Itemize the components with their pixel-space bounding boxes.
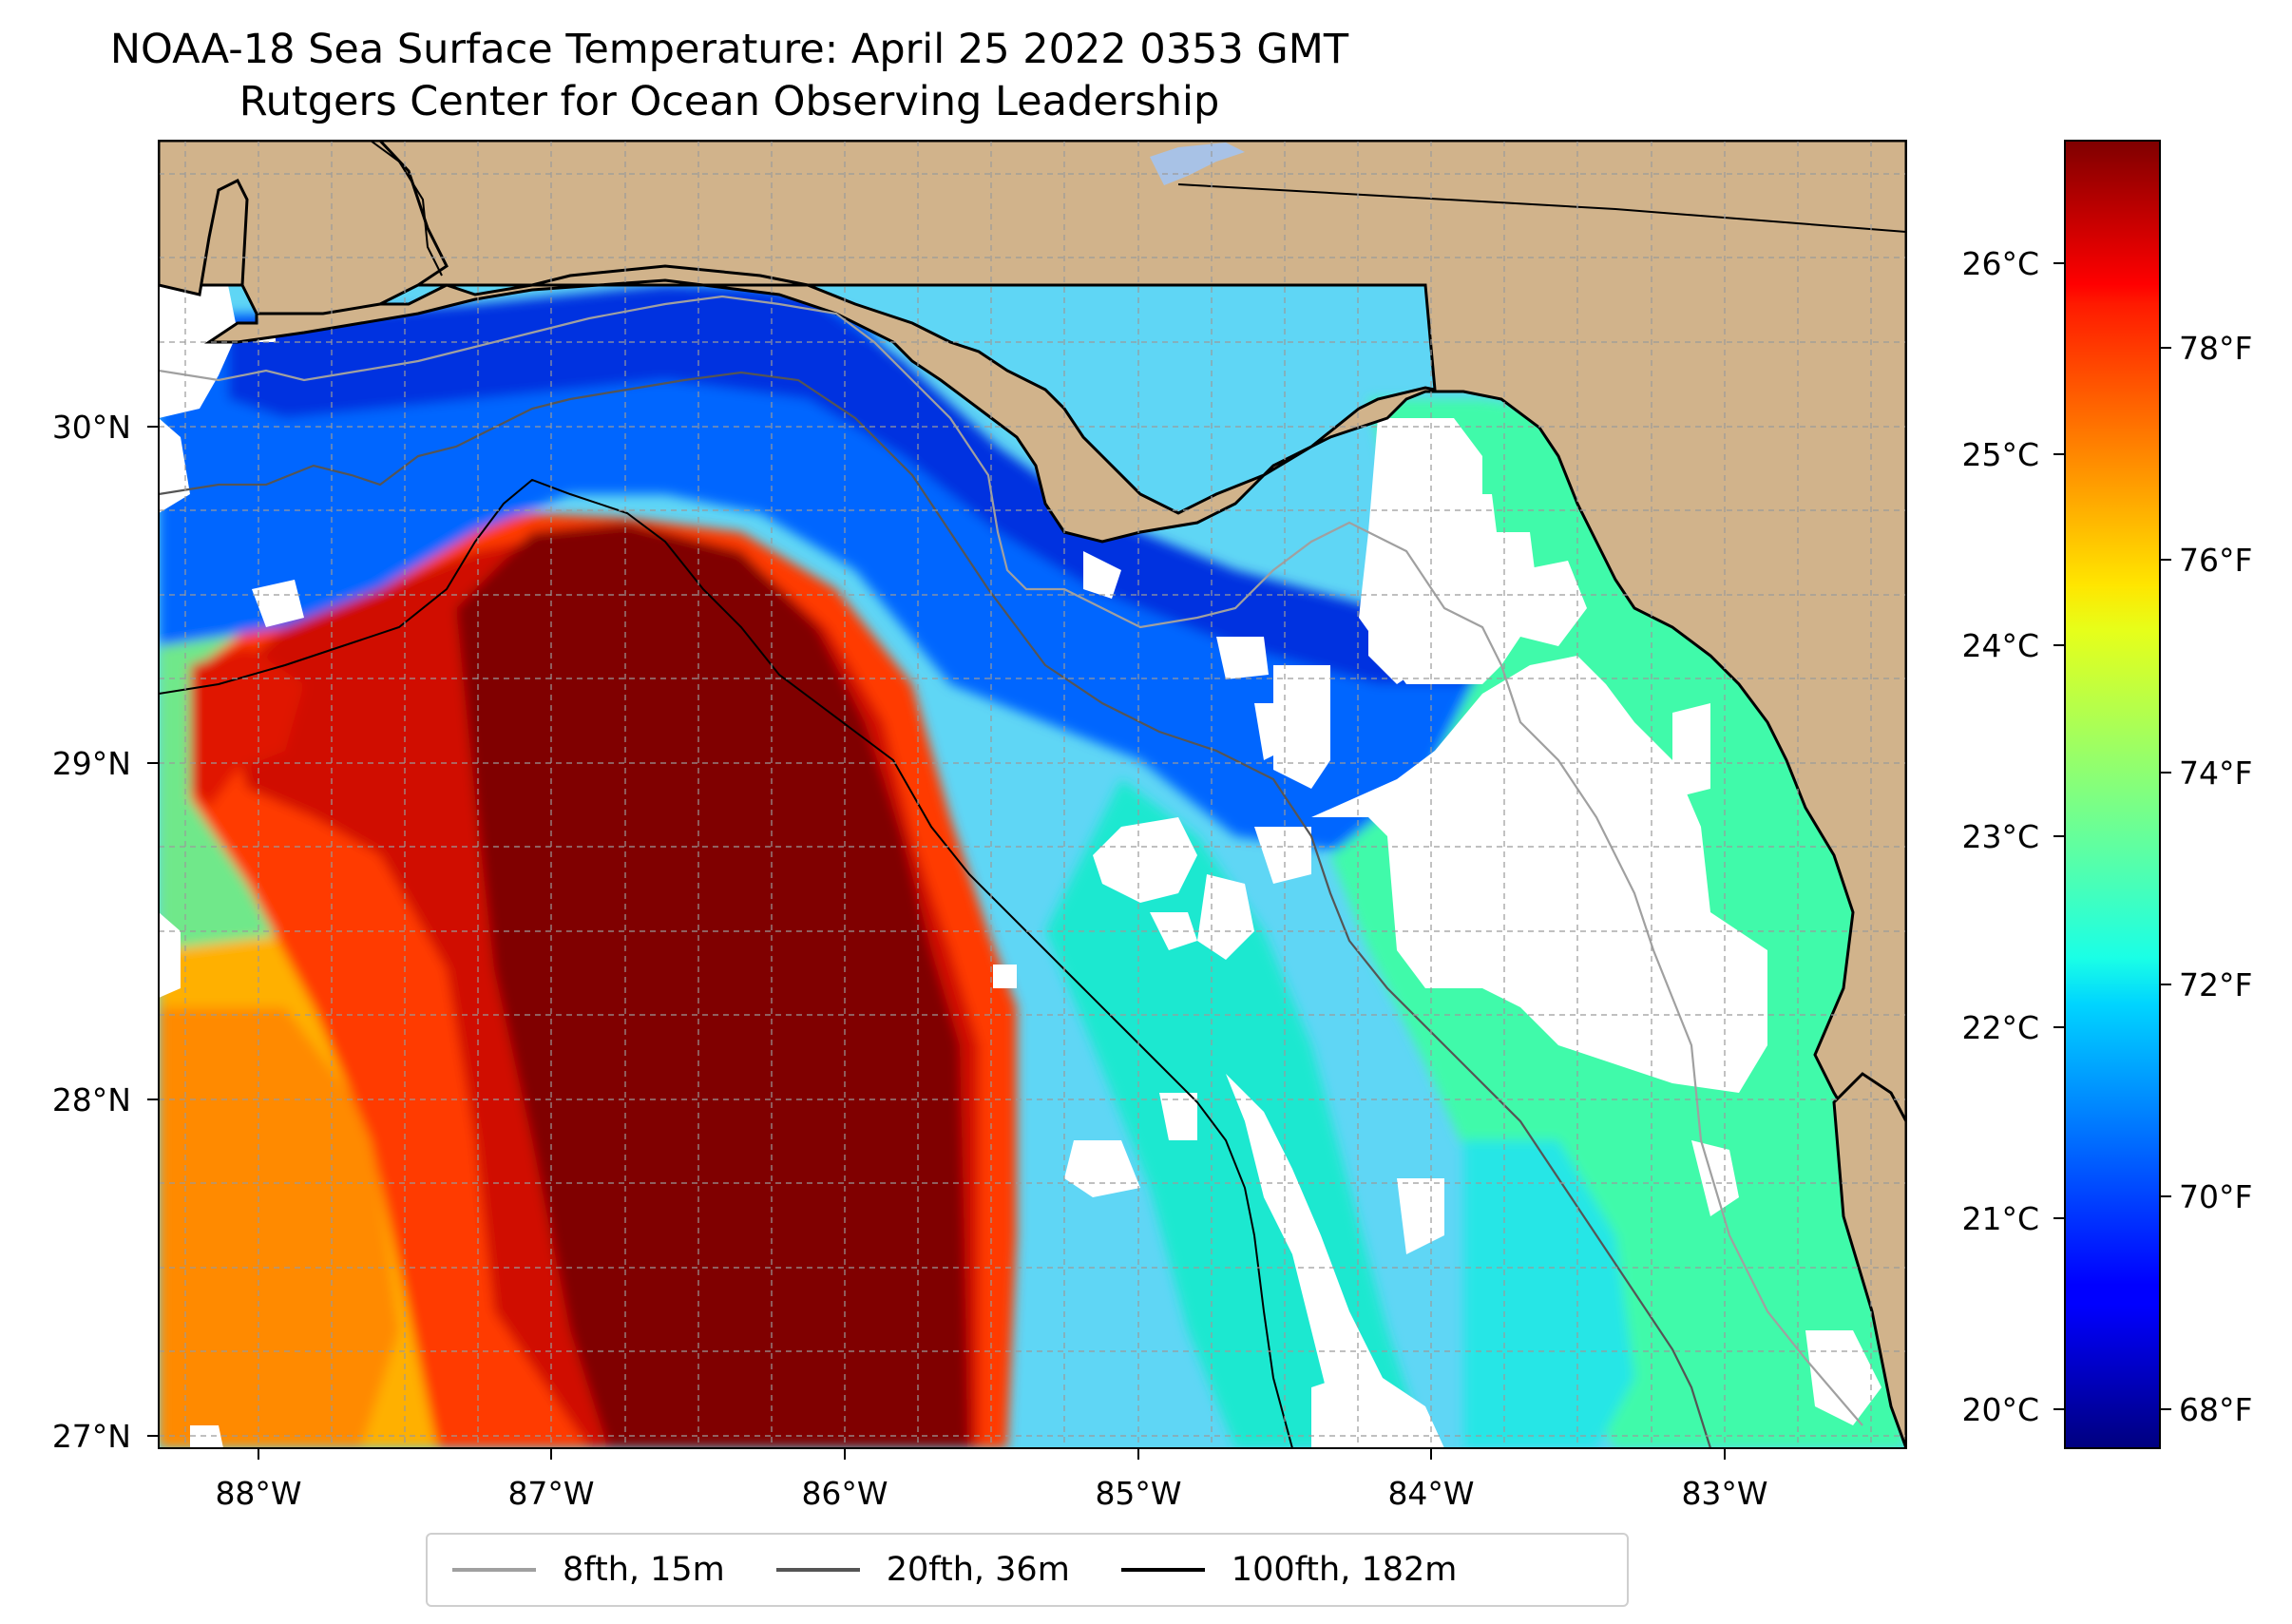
land-mississippi-alabama: [159, 141, 449, 315]
lon-tick-label: 88°W: [215, 1475, 301, 1512]
lon-tick-label: 86°W: [801, 1475, 888, 1512]
fahrenheit-tick-label: 70°F: [2179, 1178, 2252, 1215]
fahrenheit-tick-label: 78°F: [2179, 330, 2252, 367]
colorbar-ticks: [2053, 262, 2171, 1410]
celsius-tick-label: 21°C: [1961, 1200, 2039, 1237]
celsius-tick-label: 20°C: [1961, 1391, 2039, 1428]
legend-label: 100fth, 182m: [1231, 1551, 1458, 1589]
state-boundary: [370, 141, 443, 277]
fahrenheit-labels: 78°F 76°F 74°F 72°F 70°F 68°F: [2179, 330, 2252, 1428]
legend-item-8fth: 8fth, 15m: [428, 1551, 725, 1589]
fahrenheit-tick-label: 74°F: [2179, 755, 2252, 792]
celsius-labels: 26°C 25°C 24°C 23°C 22°C 21°C 20°C: [1961, 245, 2039, 1428]
florida-gulf-coast-peninsula: [1832, 1072, 1906, 1448]
legend-label: 8fth, 15m: [563, 1551, 725, 1589]
lat-tick-label: 28°N: [52, 1081, 131, 1118]
legend-swatch-20fth: [775, 1568, 860, 1572]
celsius-tick-label: 22°C: [1961, 1009, 2039, 1046]
fahrenheit-tick-label: 68°F: [2179, 1391, 2252, 1428]
celsius-tick-label: 25°C: [1961, 436, 2039, 473]
lon-tick-label: 84°W: [1387, 1475, 1474, 1512]
state-boundary-ga: [1177, 183, 1906, 233]
lon-tick-label: 87°W: [507, 1475, 594, 1512]
lon-tick-label: 83°W: [1681, 1475, 1767, 1512]
fahrenheit-tick-label: 72°F: [2179, 966, 2252, 1003]
lat-tick-label: 27°N: [52, 1418, 131, 1455]
lat-tick-label: 29°N: [52, 745, 131, 782]
contour-legend: 8fth, 15m 20fth, 36m 100fth, 182m: [426, 1533, 1629, 1607]
map-gridlines: [159, 141, 1906, 1448]
lake: [1150, 143, 1245, 185]
fahrenheit-tick-label: 76°F: [2179, 542, 2252, 579]
colorbar: [2064, 140, 2161, 1449]
celsius-tick-label: 24°C: [1961, 627, 2039, 664]
legend-swatch-100fth: [1120, 1568, 1205, 1572]
celsius-tick-label: 23°C: [1961, 818, 2039, 855]
contour-100fth: [159, 478, 1293, 1448]
legend-item-100fth: 100fth, 182m: [1097, 1551, 1458, 1589]
cloud-mask: [159, 171, 1881, 1448]
map-frame: [158, 140, 1907, 1449]
celsius-tick-label: 26°C: [1961, 245, 2039, 282]
latitude-labels: 30°N 29°N 28°N 27°N: [52, 409, 131, 1455]
map-subtitle: Rutgers Center for Ocean Observing Leade…: [239, 78, 1220, 125]
legend-item-20fth: 20fth, 36m: [752, 1551, 1070, 1589]
legend-swatch-8fth: [452, 1568, 536, 1572]
map-area: [159, 141, 1906, 1448]
legend-label: 20fth, 36m: [886, 1551, 1070, 1589]
lon-tick-label: 85°W: [1095, 1475, 1181, 1512]
lat-tick-label: 30°N: [52, 409, 131, 446]
contour-20fth: [159, 371, 1712, 1448]
longitude-labels: 88°W 87°W 86°W 85°W 84°W 83°W: [215, 1475, 1767, 1512]
map-title: NOAA-18 Sea Surface Temperature: April 2…: [109, 26, 1349, 73]
axis-ticks: [147, 426, 1726, 1460]
